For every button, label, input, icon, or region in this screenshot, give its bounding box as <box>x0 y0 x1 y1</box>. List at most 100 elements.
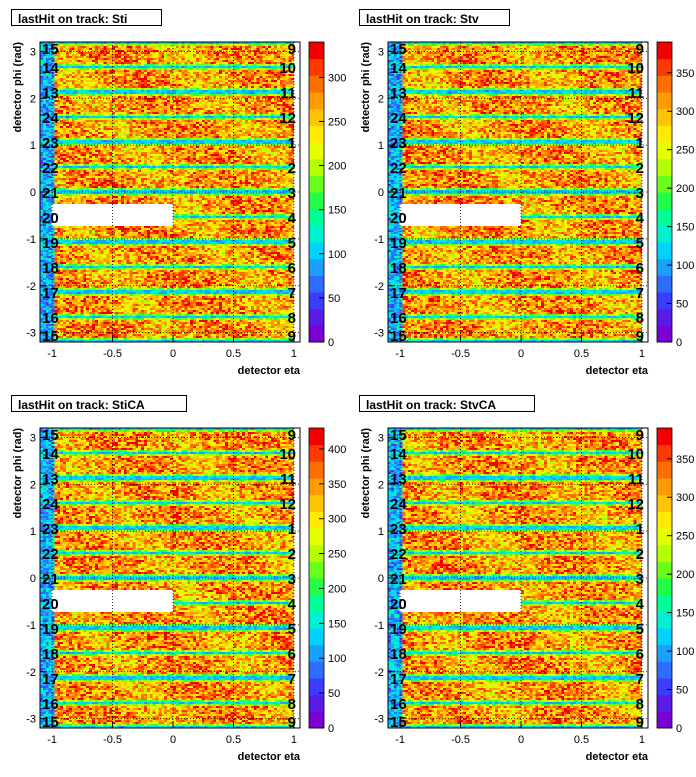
z-tick-label: 200 <box>328 583 346 595</box>
x-axis-label: detector eta <box>238 365 301 377</box>
sector-label-right: 1 <box>288 521 296 538</box>
colorbar-frame <box>308 427 325 729</box>
y-tick-label: 3 <box>378 432 384 444</box>
y-tick-label: 0 <box>30 187 36 199</box>
colorbar-segment <box>309 561 324 579</box>
colorbar-segment <box>309 108 324 126</box>
colorbar-segment <box>309 258 324 276</box>
colorbar-segment <box>309 42 324 60</box>
z-tick-label: 0 <box>676 337 682 349</box>
sector-label-left: 21 <box>42 185 59 202</box>
z-tick-label: 300 <box>676 492 694 504</box>
colorbar-segment <box>309 578 324 596</box>
sector-label-left: 17 <box>42 671 59 688</box>
colorbar-segment <box>309 192 324 210</box>
colorbar-segment <box>657 544 672 562</box>
sector-label-left: 18 <box>42 260 59 277</box>
colorbar-segment <box>309 644 324 662</box>
colorbar-segment <box>657 428 672 446</box>
sector-label-left: 24 <box>390 110 407 127</box>
colorbar-segment <box>657 528 672 546</box>
sector-label-right: 9 <box>636 328 644 345</box>
sector-label-left: 23 <box>42 135 59 152</box>
colorbar-segment <box>657 694 672 712</box>
y-tick-label: 0 <box>378 187 384 199</box>
sector-label-right: 8 <box>288 310 296 327</box>
y-tick-label: 2 <box>378 479 384 491</box>
sector-label-left: 13 <box>42 471 59 488</box>
y-tick-label: 2 <box>378 93 384 105</box>
sector-label-right: 5 <box>636 621 644 638</box>
sector-label-left: 18 <box>390 260 407 277</box>
colorbar-segment <box>309 208 324 226</box>
x-tick-label: -0.5 <box>451 734 470 746</box>
sector-label-left: 16 <box>42 310 59 327</box>
y-axis-label: detector phi (rad) <box>360 428 372 519</box>
sector-label-right: 9 <box>288 714 296 731</box>
x-tick-label: 0.5 <box>226 348 241 360</box>
sector-label-left: 23 <box>390 521 407 538</box>
z-tick-label: 100 <box>676 646 694 658</box>
x-tick-label: 0.5 <box>574 348 589 360</box>
colorbar-segment <box>657 142 672 160</box>
sector-label-right: 1 <box>288 135 296 152</box>
colorbar-segment <box>657 308 672 326</box>
colorbar-segment <box>657 461 672 479</box>
z-tick-label: 350 <box>676 454 694 466</box>
sector-label-right: 5 <box>288 235 296 252</box>
x-axis-label: detector eta <box>586 365 649 377</box>
y-tick-label: 2 <box>30 93 36 105</box>
colorbar-segment <box>657 208 672 226</box>
sector-label-left: 22 <box>42 546 59 563</box>
colorbar-segment <box>309 275 324 293</box>
colorbar-segment <box>657 661 672 679</box>
colorbar-segment <box>309 158 324 176</box>
colorbar-segment <box>309 58 324 76</box>
colorbar-segment <box>309 694 324 712</box>
colorbar-segment <box>657 511 672 529</box>
colorbar-segment <box>657 678 672 696</box>
sector-label-left: 20 <box>390 210 407 227</box>
z-tick-label: 300 <box>676 106 694 118</box>
colorbar-segment <box>657 578 672 596</box>
colorbar-segment <box>309 594 324 612</box>
sector-label-left: 13 <box>42 85 59 102</box>
colorbar-segment <box>657 275 672 293</box>
y-tick-label: -1 <box>374 620 384 632</box>
sector-label-left: 24 <box>390 496 407 513</box>
sector-label-left: 21 <box>390 571 407 588</box>
y-tick-label: -3 <box>374 714 384 726</box>
sector-label-right: 10 <box>627 60 644 77</box>
colorbar-segment <box>309 292 324 310</box>
z-tick-label: 150 <box>676 608 694 620</box>
y-tick-label: -2 <box>374 281 384 293</box>
sector-label-left: 16 <box>42 696 59 713</box>
y-tick-label: -3 <box>26 714 36 726</box>
colorbar-frame <box>656 41 673 343</box>
sector-label-left: 13 <box>390 85 407 102</box>
sector-label-right: 5 <box>288 621 296 638</box>
y-tick-label: 1 <box>30 526 36 538</box>
z-tick-label: 300 <box>328 514 346 526</box>
z-tick-label: 0 <box>328 337 334 349</box>
sector-label-left: 15 <box>390 328 407 345</box>
z-tick-label: 200 <box>676 569 694 581</box>
colorbar-segment <box>309 225 324 243</box>
colorbar-segment <box>657 242 672 260</box>
sector-label-left: 18 <box>42 646 59 663</box>
y-tick-label: 2 <box>30 479 36 491</box>
colorbar-segment <box>657 611 672 629</box>
sector-label-right: 6 <box>636 646 644 663</box>
colorbar-frame <box>308 41 325 343</box>
y-axis-label: detector phi (rad) <box>12 428 24 519</box>
sector-label-right: 8 <box>288 696 296 713</box>
x-tick-label: 1 <box>291 734 297 746</box>
y-tick-label: 1 <box>30 140 36 152</box>
colorbar-segment <box>309 325 324 343</box>
chart-title: lastHit on track: StiCA <box>11 395 187 412</box>
sector-label-right: 10 <box>279 446 296 463</box>
x-tick-label: 0 <box>518 348 524 360</box>
colorbar-segment <box>309 528 324 546</box>
z-tick-label: 0 <box>676 723 682 735</box>
